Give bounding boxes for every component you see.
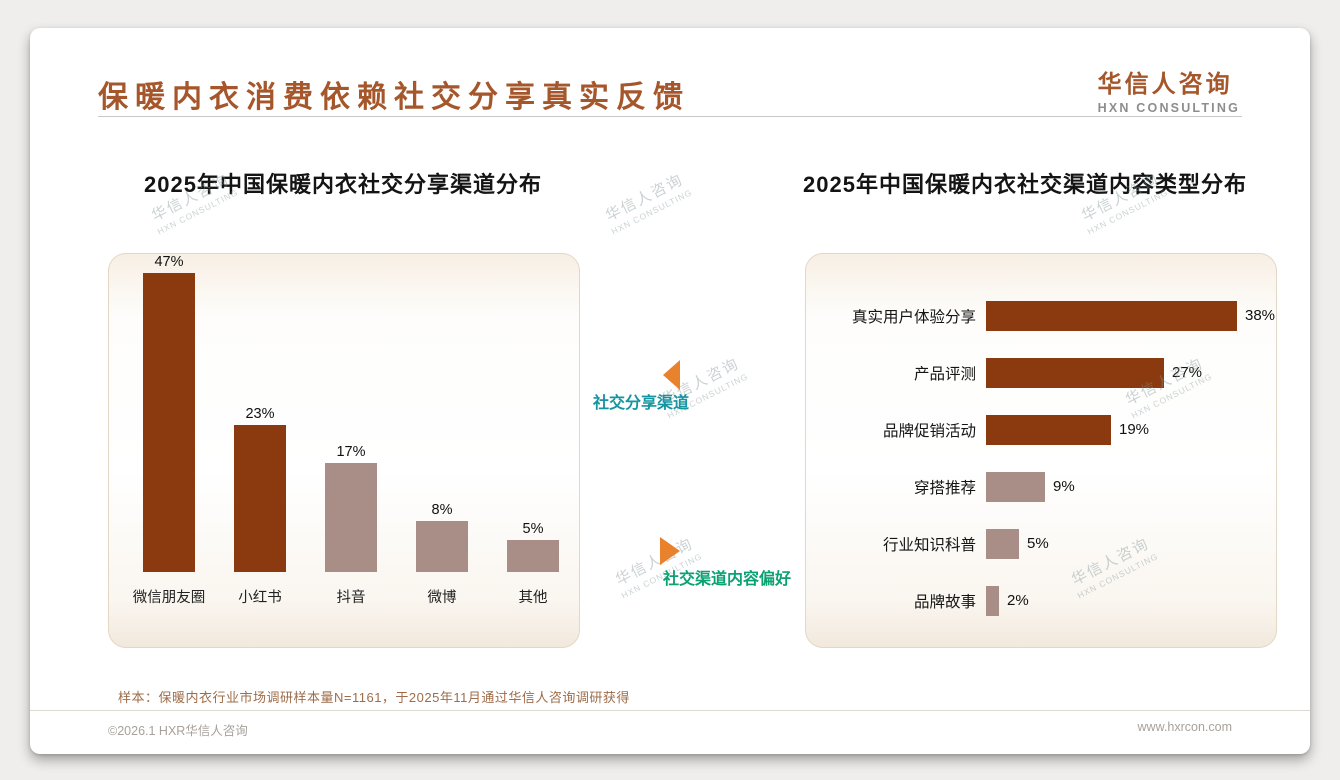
header-divider	[98, 116, 1242, 117]
company-logo: 华信人咨询 HXN CONSULTING	[1098, 64, 1240, 115]
hbar-value-label: 19%	[1119, 421, 1150, 438]
hbar-value-label: 9%	[1053, 478, 1075, 495]
slide-card: 保暖内衣消费依赖社交分享真实反馈 华信人咨询 HXN CONSULTING 20…	[30, 28, 1310, 754]
horizontal-bar	[986, 357, 1164, 388]
hbar-row: 行业知识科普 5%	[826, 515, 1272, 572]
bar-stack: 5%	[507, 254, 559, 572]
bar-stack: 8%	[416, 254, 468, 572]
bar-value-label: 8%	[431, 502, 453, 518]
bar-value-label: 5%	[522, 521, 544, 537]
hbar-category-label: 真实用户体验分享	[851, 308, 976, 326]
footer-website: www.hxrcon.com	[1137, 720, 1232, 734]
hbar-category-label: 行业知识科普	[882, 536, 976, 554]
bar-category-label: 微博	[427, 590, 457, 606]
channel-share-bar-chart: 47% 微信朋友圈 23% 小红书 17% 抖音 8% 微博 5% 其他	[124, 254, 579, 607]
horizontal-bar	[986, 471, 1045, 502]
bar-category-label: 微信朋友圈	[132, 590, 206, 606]
footer-copyright: ©2026.1 HXR华信人咨询	[108, 724, 248, 738]
bar-group: 23% 小红书	[215, 254, 305, 607]
hbar-row: 穿搭推荐 9%	[826, 458, 1272, 515]
hbar-category-label: 品牌促销活动	[882, 422, 976, 440]
hbar-category-label: 产品评测	[913, 365, 976, 383]
left-chart-panel: 47% 微信朋友圈 23% 小红书 17% 抖音 8% 微博 5% 其他	[108, 253, 580, 648]
bar-category-label: 其他	[518, 590, 548, 606]
vertical-bar	[507, 540, 559, 572]
arrow-right-icon	[660, 537, 680, 565]
vertical-bar	[143, 273, 195, 572]
hbar-row: 品牌促销活动 19%	[826, 401, 1272, 458]
left-chart-title: 2025年中国保暖内衣社交分享渠道分布	[144, 172, 542, 197]
footer-divider	[30, 710, 1310, 711]
watermark-cn: 华信人咨询	[602, 171, 687, 225]
hbar-value-label: 27%	[1172, 364, 1203, 381]
horizontal-bar	[986, 300, 1237, 331]
right-chart-panel: 真实用户体验分享 38% 产品评测 27% 品牌促销活动 19% 穿搭推荐 9% 行业知识科普 5…	[805, 253, 1277, 648]
bar-value-label: 47%	[154, 254, 184, 270]
watermark-en: HXN CONSULTING	[609, 187, 694, 237]
hbar-row: 真实用户体验分享 38%	[826, 287, 1276, 344]
center-label-share-channel: 社交分享渠道	[592, 395, 689, 412]
logo-english-name: HXN CONSULTING	[1097, 101, 1240, 115]
logo-chinese-name: 华信人咨询	[1097, 71, 1233, 98]
bar-group: 17% 抖音	[306, 254, 396, 607]
bar-group: 47% 微信朋友圈	[124, 254, 214, 607]
right-chart-title: 2025年中国保暖内衣社交渠道内容类型分布	[803, 172, 1247, 197]
hbar-category-label: 穿搭推荐	[913, 479, 976, 497]
hbar-category-label: 品牌故事	[913, 593, 976, 611]
vertical-bar	[234, 425, 286, 572]
vertical-bar	[416, 521, 468, 572]
hbar-row: 产品评测 27%	[826, 344, 1272, 401]
hbar-value-label: 2%	[1007, 592, 1029, 609]
bar-stack: 23%	[234, 254, 286, 572]
hbar-value-label: 5%	[1027, 535, 1049, 552]
arrow-left-icon	[663, 360, 680, 390]
content-type-bar-chart: 真实用户体验分享 38% 产品评测 27% 品牌促销活动 19% 穿搭推荐 9% 行业知识科普 5…	[826, 287, 1276, 629]
hbar-row: 品牌故事 2%	[826, 572, 1272, 629]
bar-category-label: 小红书	[238, 590, 282, 606]
horizontal-bar	[986, 585, 999, 616]
hbar-value-label: 38%	[1245, 307, 1276, 324]
bar-group: 5% 其他	[488, 254, 578, 607]
bar-stack: 47%	[143, 254, 195, 572]
page-title: 保暖内衣消费依赖社交分享真实反馈	[98, 81, 690, 114]
center-label-content-preference: 社交渠道内容偏好	[662, 571, 791, 588]
bar-category-label: 抖音	[336, 590, 366, 606]
bar-value-label: 23%	[245, 406, 275, 422]
bar-stack: 17%	[325, 254, 377, 572]
watermark: 华信人咨询 HXN CONSULTING	[600, 167, 694, 236]
horizontal-bar	[986, 528, 1019, 559]
bar-value-label: 17%	[336, 444, 366, 460]
sample-footnote: 样本：保暖内衣行业市场调研样本量N=1161，于2025年11月通过华信人咨询调…	[118, 690, 630, 705]
bar-group: 8% 微博	[397, 254, 487, 607]
vertical-bar	[325, 463, 377, 572]
horizontal-bar	[986, 414, 1111, 445]
